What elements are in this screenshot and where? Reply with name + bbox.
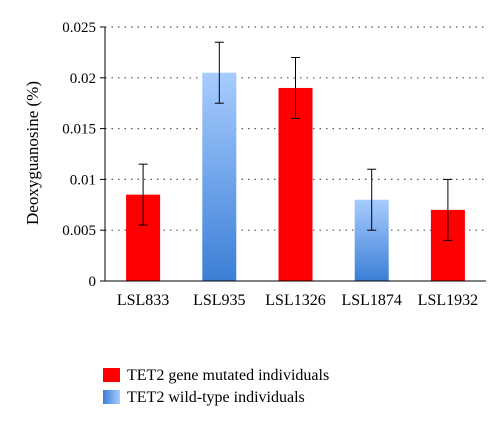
y-tick-label: 0.025 bbox=[62, 20, 96, 36]
y-tick-label: 0.005 bbox=[62, 223, 96, 239]
legend: TET2 gene mutated individuals TET2 wild-… bbox=[103, 367, 329, 406]
legend-label-wildtype: TET2 wild-type individuals bbox=[127, 389, 305, 406]
x-tick-label: LSL935 bbox=[193, 292, 245, 309]
y-tick-label: 0.015 bbox=[62, 122, 96, 138]
x-tick-labels: LSL833 LSL935 LSL1326 LSL1874 LSL1932 bbox=[117, 292, 478, 309]
x-tick-label: LSL833 bbox=[117, 292, 169, 309]
y-tick-label: 0 bbox=[89, 274, 97, 290]
x-tick-label: LSL1874 bbox=[341, 292, 401, 309]
legend-item-wildtype: TET2 wild-type individuals bbox=[103, 389, 305, 406]
legend-item-mutated: TET2 gene mutated individuals bbox=[103, 367, 329, 384]
legend-swatch-mutated bbox=[103, 368, 120, 382]
bar-lsl1326 bbox=[278, 87, 313, 282]
y-tick-label: 0.02 bbox=[70, 71, 96, 87]
bars bbox=[126, 72, 465, 282]
y-ticks: 0 0.005 0.01 0.015 0.02 0.025 bbox=[62, 20, 105, 290]
x-tick-label: LSL1326 bbox=[265, 292, 325, 309]
x-tick-label: LSL1932 bbox=[418, 292, 478, 309]
y-tick-label: 0.01 bbox=[70, 172, 96, 188]
legend-label-mutated: TET2 gene mutated individuals bbox=[127, 367, 329, 384]
legend-swatch-wildtype bbox=[103, 390, 120, 404]
bar-lsl935 bbox=[202, 72, 237, 281]
error-bars bbox=[138, 41, 453, 241]
y-axis-title: Deoxyguanosine (%) bbox=[23, 81, 42, 225]
